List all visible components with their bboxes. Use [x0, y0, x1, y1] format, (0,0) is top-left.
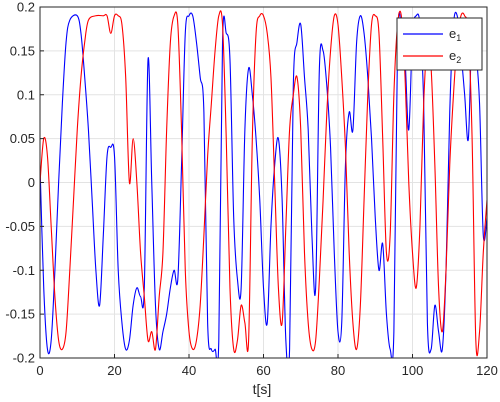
series-line-e2: [40, 10, 487, 357]
y-tick-label: -0.2: [13, 351, 35, 366]
x-tick-label: 120: [476, 363, 498, 378]
legend-label-e1: e1: [449, 26, 461, 43]
y-tick-label: 0: [28, 175, 35, 190]
x-tick-label: 100: [402, 363, 424, 378]
y-tick-label: -0.15: [5, 307, 35, 322]
legend-label-subscript: 1: [456, 33, 461, 43]
axes-frame: [39, 6, 488, 359]
legend-label-main: e: [449, 26, 456, 41]
legend-label-e2: e2: [449, 48, 461, 65]
y-tick-label: -0.05: [5, 219, 35, 234]
x-tick-label: 80: [331, 363, 345, 378]
x-tick-labels: 0 20 40 60 80 100 120: [36, 363, 497, 378]
x-tick-label: 0: [36, 363, 43, 378]
x-tick-label: 40: [182, 363, 196, 378]
y-tick-label: 0.15: [10, 43, 35, 58]
y-tick-label: 0.1: [17, 87, 35, 102]
y-tick-label: 0.05: [10, 131, 35, 146]
y-tick-labels: -0.2 -0.15 -0.1 -0.05 0 0.05 0.1 0.15 0.2: [5, 0, 35, 366]
legend-box: [396, 17, 483, 71]
y-tick-label: -0.1: [13, 263, 35, 278]
legend-label-subscript: 2: [456, 55, 461, 65]
axes-box: [39, 6, 488, 359]
y-tick-label: 0.2: [17, 0, 35, 15]
legend-label-main: e: [449, 48, 456, 63]
x-tick-label: 60: [256, 363, 270, 378]
x-axis-title: t[s]: [253, 381, 272, 397]
x-tick-label: 20: [107, 363, 121, 378]
